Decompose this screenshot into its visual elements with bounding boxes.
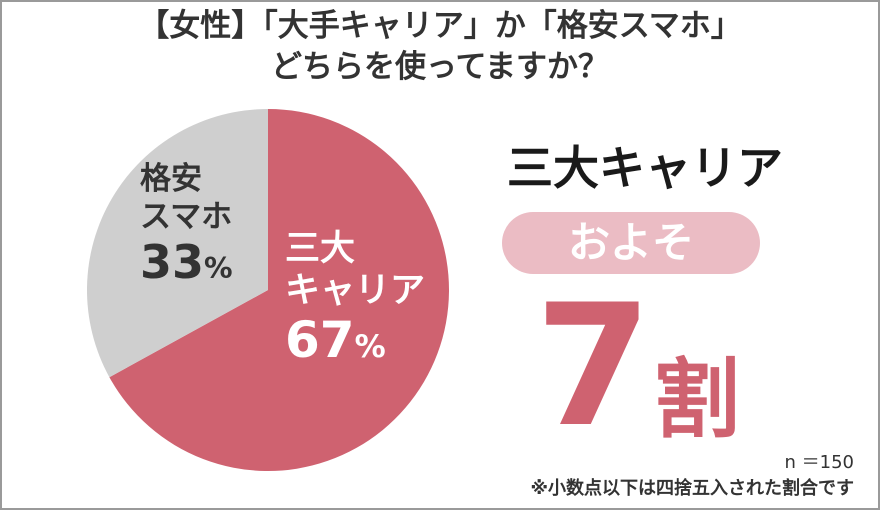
slice-value-cheap-number: 33 <box>140 235 205 289</box>
pie-slice-major-carrier <box>109 109 450 472</box>
highlight-unit: 割 <box>653 350 740 450</box>
highlight-pill: およそ <box>502 212 760 274</box>
slice-label-cheap-line1: 格安 <box>140 161 202 197</box>
slice-value-cheap-unit: % <box>204 252 233 285</box>
rounding-footnote: ※小数点以下は四捨五入された割合です <box>530 478 855 499</box>
slice-label-cheap-smartphone: 格安 スマホ 33% <box>140 160 233 295</box>
chart-title-line1: 【女性】「大手キャリア」か「格安スマホ」 <box>138 8 742 44</box>
slice-label-major-carrier: 三大 キャリア 67% <box>285 228 425 375</box>
slice-value-cheap: 33% <box>140 236 233 295</box>
slice-value-major-number: 67 <box>285 311 355 369</box>
slice-value-major-unit: % <box>354 329 386 365</box>
highlight-value: 7割 <box>535 282 740 450</box>
slice-label-major-line1: 三大 <box>285 229 356 269</box>
highlight-number: 7 <box>535 268 652 464</box>
slice-value-major: 67% <box>285 312 425 375</box>
highlight-title: 三大キャリア <box>507 141 783 195</box>
slice-label-cheap-line2: スマホ <box>140 199 233 235</box>
sample-size-note: n ＝150 <box>784 452 855 473</box>
chart-title-line2: どちらを使ってますか？ <box>271 49 609 85</box>
slice-label-major-line2: キャリア <box>285 271 426 311</box>
pie-slice-cheap-smartphone <box>87 109 268 378</box>
chart-title: 【女性】「大手キャリア」か「格安スマホ」 どちらを使ってますか？ <box>0 6 880 88</box>
